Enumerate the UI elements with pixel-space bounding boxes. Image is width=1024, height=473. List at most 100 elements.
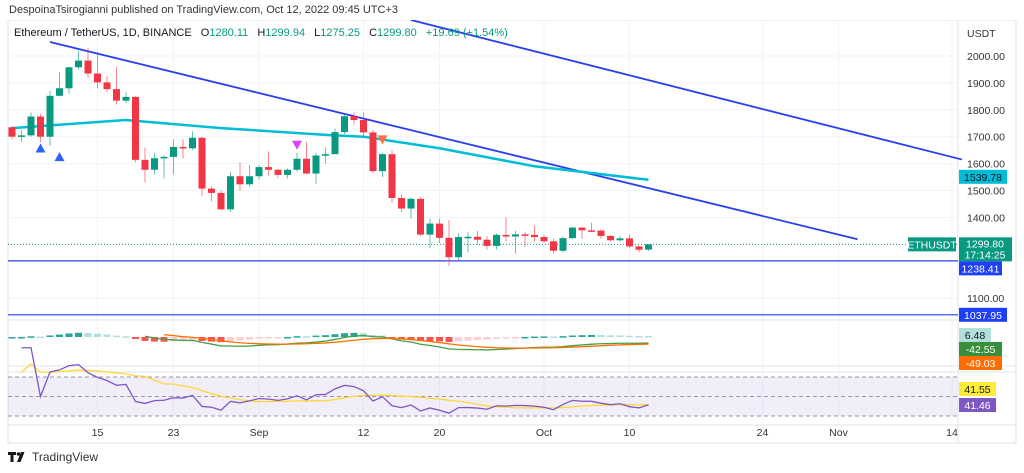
macd-histogram-bar [65,333,73,337]
macd-histogram-bar [8,337,16,339]
signal-line [163,333,649,349]
candle-body [236,176,244,185]
candle-body [350,116,358,121]
candle-body [208,188,215,193]
macd-histogram-bar [265,337,272,339]
candle-body [550,241,557,251]
candle [493,233,500,250]
macd-histogram-label: 6.48 [959,328,991,342]
candle-body [502,234,510,237]
candle [350,112,358,125]
candle-body [65,67,73,89]
candle [540,234,548,243]
candle-body [312,155,320,174]
buy-signal-marker [54,152,65,162]
macd-histogram-bar [426,337,434,342]
candle [122,92,130,104]
close-label: C [369,27,378,39]
macd-histogram-bar [464,337,472,341]
macd-histogram-bar [18,336,25,339]
candle [550,238,557,254]
macd-histogram-bar [331,334,339,337]
footer-brand-text: TradingView [32,450,99,464]
sell-signal-marker [292,140,302,150]
price-axis[interactable]: USDT 2000.00 1900.00 1800.00 1700.00 1600.00… [967,28,1005,305]
candle [616,236,624,242]
candle-body [246,176,253,185]
price-tick-label: 2000.00 [967,51,1005,63]
candle [132,96,139,163]
symbol-price-label-bg [908,237,956,252]
candle [18,129,25,143]
line-price-label-text: 1037.95 [964,310,1002,322]
candle [179,139,187,159]
macd-histogram-bar [474,337,481,341]
macd-histogram-bar [236,337,244,341]
moving-average-line [11,118,649,182]
macd-histogram-bar [483,337,491,340]
candle [322,147,329,164]
macd-histogram-bar [75,332,82,337]
macd-histogram-bar [103,334,111,337]
candle-body [27,116,35,136]
candle [388,150,396,203]
candle [46,90,54,147]
candle-body [531,234,538,238]
macd-histogram-bar [27,336,35,338]
price-labels: 1539.781299.8017:14:25ETHUSDT1238.411037… [907,169,1012,412]
open-label: O [200,27,210,39]
time-tick-label: 23 [168,427,180,439]
symbol-name[interactable]: Ethereum / TetherUS, 1D, BINANCE [14,27,192,39]
time-tick-label: 14 [946,427,958,439]
macd-histogram-label-bg [959,328,991,342]
candle [407,197,415,219]
candle [597,229,605,239]
candle [483,236,491,250]
macd-histogram-bar [569,335,576,338]
macd-histogram-bar [588,334,595,337]
candle-body [170,146,177,157]
ma-price-label-bg [959,169,1007,184]
change-value: +19.69 (+1.54%) [425,27,508,39]
candle [236,162,244,191]
candle [208,186,215,202]
candle [588,222,595,233]
candle [217,190,225,211]
candle-body [626,238,633,247]
tradingview-logo-icon [8,452,25,462]
macd-histogram-bar [531,336,538,339]
symbol-price-label-text: ETHUSDT [907,239,957,251]
rsi-ma-label: 41.55 [959,382,996,396]
pane-separators [8,20,1016,443]
macd-histogram-bar [284,336,291,339]
time-tick-label: 10 [624,427,636,439]
macd-histogram-bar [274,337,282,339]
candle [531,225,538,242]
candle-body [255,167,263,177]
macd-histogram-bar [445,337,453,342]
candle [331,128,339,155]
candle-body [331,132,339,155]
macd-value-label-text: -42.55 [966,344,996,356]
candle [170,139,177,175]
macd-pane [8,332,652,351]
price-tick-label: 1400.00 [967,212,1005,224]
ma-price-label: 1539.78 [959,169,1007,184]
candle [502,217,510,242]
candle [265,151,272,176]
candle [521,232,529,247]
candle-body [360,120,367,133]
rsi-value-label-bg [959,398,996,412]
published-caption: DespoinaTsirogianni published on Trading… [9,4,399,16]
candle [464,232,472,253]
macd-histogram-bar [578,335,586,337]
macd-histogram-bar [141,337,149,341]
buy-signal-marker [35,143,46,153]
price-tick-label: 1600.00 [967,159,1005,171]
candle [559,236,567,253]
time-axis[interactable]: 15 23 Sep 12 20 Oct 10 24 Nov 14 [92,427,958,439]
candle [341,113,348,135]
time-tick-label: 15 [92,427,104,439]
